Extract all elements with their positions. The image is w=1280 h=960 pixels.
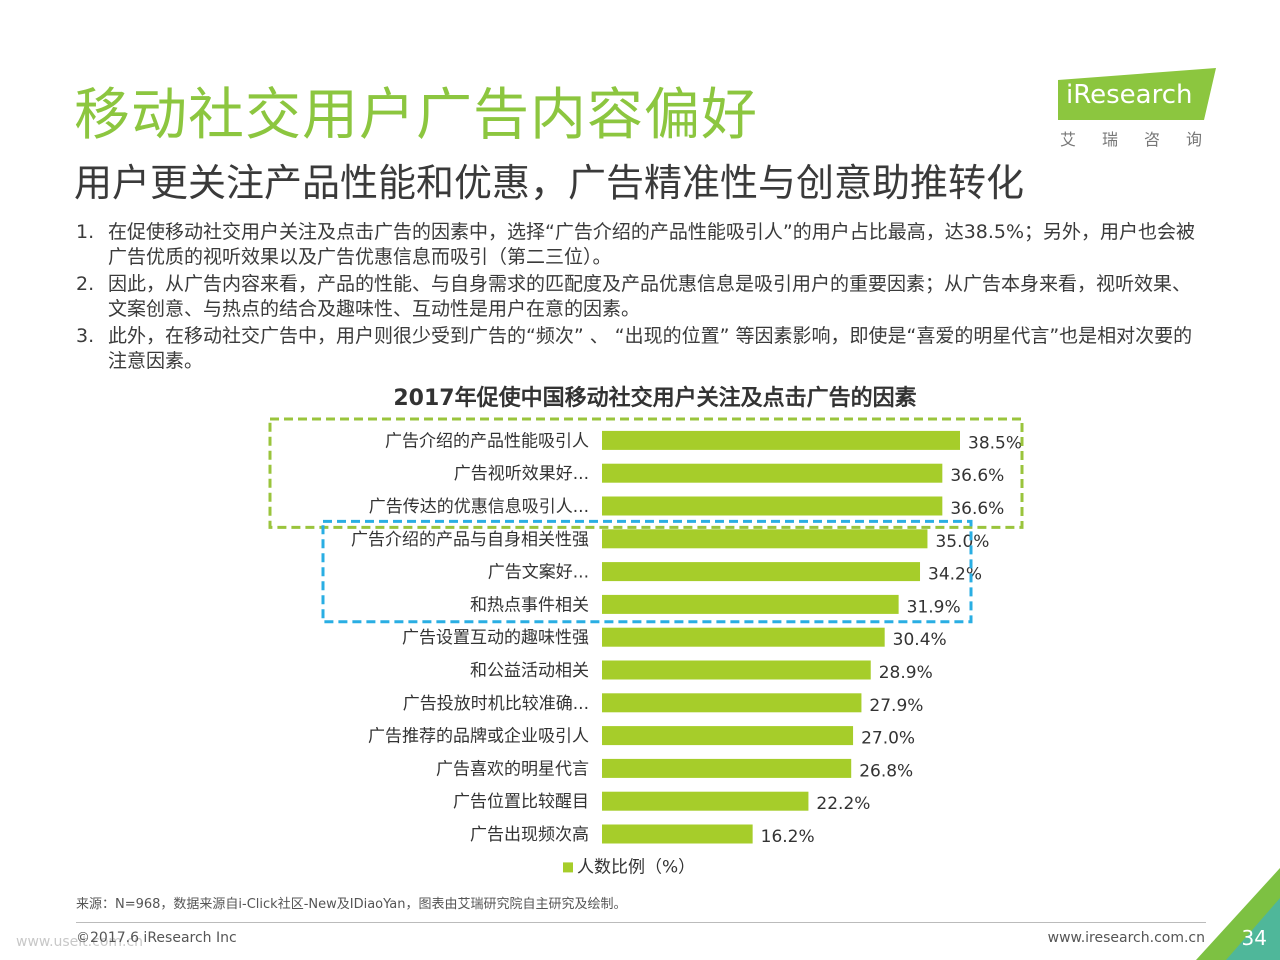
category-label: 广告投放时机比较准确... [403, 694, 589, 714]
value-label: 27.9% [869, 696, 923, 716]
point-number: 2. [76, 273, 95, 295]
copyright: ©2017.6 iResearch Inc [76, 930, 237, 946]
key-point: 3. 此外，在移动社交广告中，用户则很少受到广告的“频次” 、 “出现的位置” … [76, 324, 1206, 374]
highlight-box-4to6 [321, 519, 973, 624]
bar [602, 463, 943, 483]
value-label: 36.6% [950, 499, 1004, 519]
category-label: 广告出现频次高 [470, 825, 589, 845]
website-link[interactable]: www.iresearch.com.cn [1047, 930, 1205, 946]
category-label: 广告推荐的品牌或企业吸引人 [368, 727, 589, 747]
bar [602, 660, 871, 680]
bar [602, 824, 753, 844]
bar [602, 562, 921, 582]
bar [602, 791, 809, 811]
category-label: 广告设置互动的趣味性强 [402, 628, 589, 648]
bar [602, 430, 960, 450]
point-text: 在促使移动社交用户关注及点击广告的因素中，选择“广告介绍的产品性能吸引人”的用户… [108, 221, 1196, 268]
category-label: 广告位置比较醒目 [453, 792, 589, 812]
watermark: www.useit.com.cn [16, 934, 144, 950]
value-label: 22.2% [816, 794, 870, 814]
bar [602, 529, 928, 549]
iresearch-logo: iResearch 艾瑞咨询 [1054, 66, 1224, 156]
value-label: 38.5% [968, 433, 1022, 453]
bar-chart: 广告介绍的产品性能吸引人 38.5% 广告视听效果好... 36.6% 广告传达的优惠信… [268, 417, 1024, 877]
category-label: 广告文案好... [488, 563, 589, 583]
bar [602, 726, 854, 746]
bar [602, 594, 899, 614]
page-title: 移动社交用户广告内容偏好 [74, 83, 758, 148]
value-label: 16.2% [761, 827, 815, 847]
corner-decoration [1196, 868, 1280, 960]
point-number: 1. [76, 221, 95, 243]
source-note: 来源：N=968，数据来源自i-Click社区-New及IDiaoYan，图表由… [76, 897, 627, 912]
value-label: 36.6% [950, 466, 1004, 486]
key-points-list: 1. 在促使移动社交用户关注及点击广告的因素中，选择“广告介绍的产品性能吸引人”… [76, 220, 1206, 376]
page-subtitle: 用户更关注产品性能和优惠，广告精准性与创意助推转化 [74, 161, 1025, 205]
page-number: 34 [1241, 926, 1267, 950]
legend-label: 人数比例（%） [577, 857, 695, 877]
category-label: 和公益活动相关 [470, 661, 589, 681]
category-label: 广告喜欢的明星代言 [436, 759, 589, 779]
highlight-box-top3 [268, 417, 1024, 529]
value-label: 30.4% [893, 630, 947, 650]
chart-title: 2017年促使中国移动社交用户关注及点击广告的因素 [393, 386, 917, 411]
legend-swatch [563, 862, 573, 873]
value-label: 26.8% [859, 761, 913, 781]
key-point: 2. 因此，从广告内容来看，产品的性能、与自身需求的匹配度及产品优惠信息是吸引用… [76, 272, 1206, 322]
category-label: 广告介绍的产品性能吸引人 [385, 431, 589, 451]
value-label: 28.9% [879, 663, 933, 683]
bar [602, 496, 943, 516]
point-number: 3. [76, 325, 95, 347]
point-text: 因此，从广告内容来看，产品的性能、与自身需求的匹配度及产品优惠信息是吸引用户的重… [108, 273, 1192, 320]
value-label: 27.0% [861, 729, 915, 749]
value-label: 31.9% [907, 597, 961, 617]
category-label: 广告视听效果好... [454, 464, 589, 484]
logo-subtitle: 艾瑞咨询 [1060, 130, 1229, 149]
logo-wordmark: iResearch [1066, 80, 1193, 110]
key-point: 1. 在促使移动社交用户关注及点击广告的因素中，选择“广告介绍的产品性能吸引人”… [76, 220, 1206, 270]
bar [602, 758, 852, 778]
category-label: 广告传达的优惠信息吸引人... [369, 497, 589, 517]
category-label: 和热点事件相关 [470, 595, 589, 615]
bar [602, 627, 885, 647]
category-label: 广告介绍的产品与自身相关性强 [351, 530, 589, 550]
logo-banner-shape [1058, 68, 1216, 120]
value-label: 35.0% [935, 532, 989, 552]
point-text: 此外，在移动社交广告中，用户则很少受到广告的“频次” 、 “出现的位置” 等因素… [108, 325, 1193, 372]
value-label: 34.2% [928, 565, 982, 585]
bar [602, 693, 862, 713]
footer-divider [76, 922, 1206, 923]
